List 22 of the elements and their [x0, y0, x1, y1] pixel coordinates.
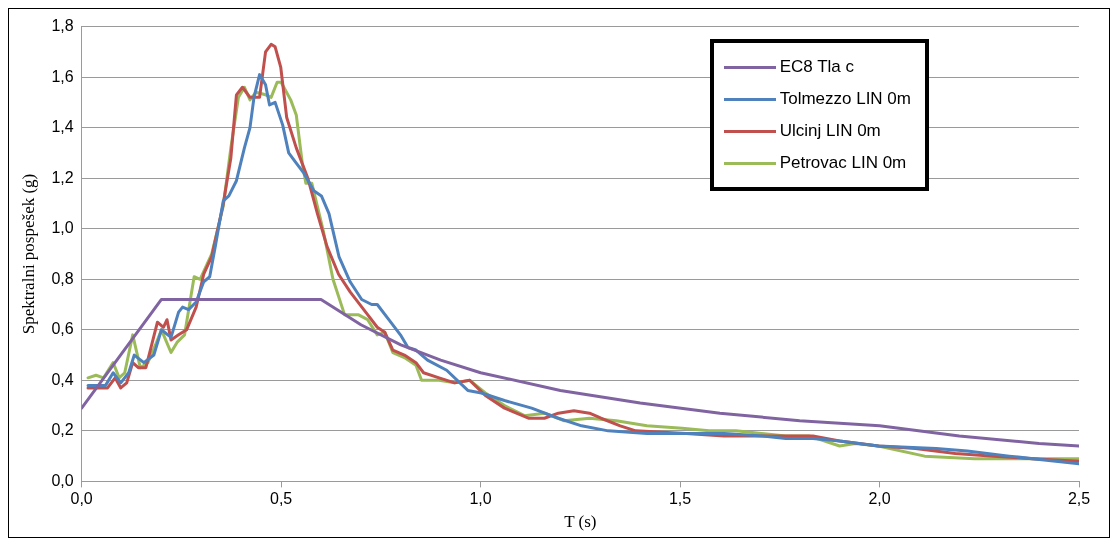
- legend-label: Ulcinj LIN 0m: [779, 121, 881, 141]
- y-tick-label: 1,2: [51, 168, 74, 186]
- y-tick-label: 0,8: [51, 269, 74, 287]
- x-tick-label: 2,5: [1067, 490, 1091, 508]
- x-axis-title: T (s): [564, 512, 597, 532]
- y-tick-label: 1,8: [51, 17, 74, 35]
- y-tick-label: 0,6: [51, 320, 74, 338]
- legend-label: EC8 Tla c: [779, 57, 854, 77]
- y-tick-label: 1,4: [51, 118, 74, 136]
- x-tick-label: 1,0: [469, 490, 492, 508]
- y-axis-title: Spektralni pospešek (g): [18, 173, 38, 335]
- y-tick-label: 0,4: [51, 370, 74, 388]
- y-tick-label: 1,6: [51, 67, 74, 85]
- y-tick-label: 0,2: [51, 421, 74, 439]
- x-tick-label: 1,5: [668, 490, 692, 508]
- legend-label: Tolmezzo LIN 0m: [779, 89, 911, 109]
- x-tick-label: 0,5: [269, 490, 293, 508]
- y-tick-label: 0,0: [51, 471, 74, 489]
- x-tick-label: 0,0: [70, 490, 93, 508]
- y-tick-label: 1,0: [51, 219, 74, 237]
- legend-label: Petrovac LIN 0m: [779, 153, 907, 173]
- x-tick-label: 2,0: [868, 490, 891, 508]
